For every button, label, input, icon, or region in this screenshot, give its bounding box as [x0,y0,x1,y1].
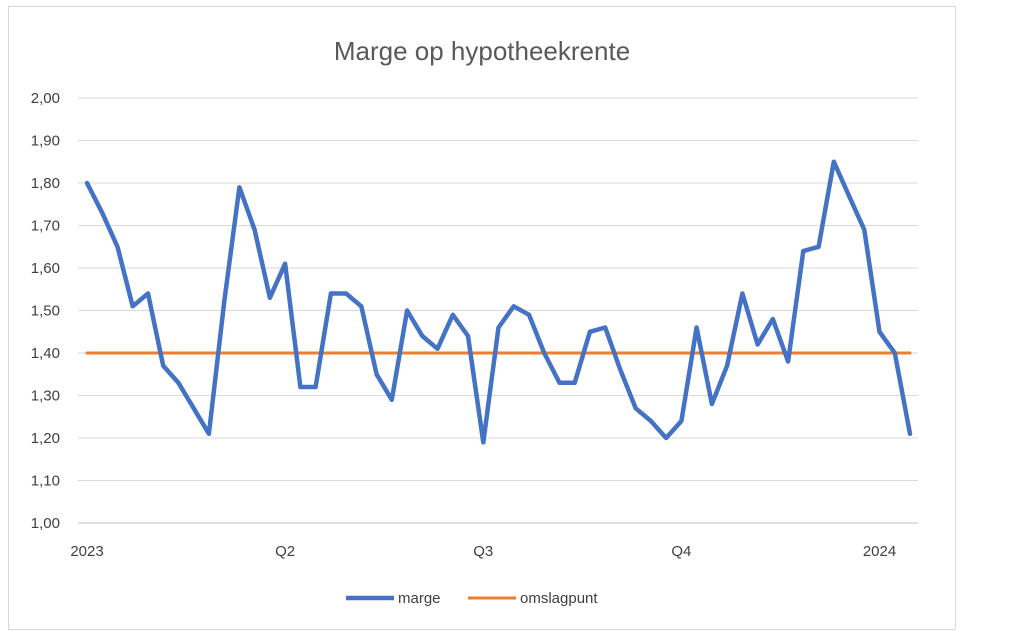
y-axis-ticks: 1,00 1,10 1,20 1,30 1,40 1,50 1,60 1,70 1,80 1,90… [31,90,60,532]
chart-title: Marge op hypotheekrente [334,36,630,66]
x-axis-ticks: 2023 Q2 Q3 Q4 2024 [70,543,896,560]
legend-item-omslagpunt: omslagpunt [468,590,598,607]
y-tick-label: 1,70 [31,218,60,235]
y-tick-label: 1,20 [31,430,60,447]
y-tick-label: 1,80 [31,175,60,192]
y-tick-label: 1,00 [31,515,60,532]
y-tick-label: 1,60 [31,260,60,277]
legend-item-marge: marge [346,590,441,607]
series-lines [84,159,913,445]
y-tick-label: 1,90 [31,133,60,150]
y-tick-label: 1,50 [31,303,60,320]
x-tick-label: Q2 [275,543,295,560]
legend: marge omslagpunt [346,590,598,607]
series-line-marge [84,159,913,445]
x-tick-label: Q3 [473,543,493,560]
chart-frame [8,6,956,630]
x-tick-label: 2024 [863,543,896,560]
gridlines [78,97,918,524]
y-tick-label: 2,00 [31,90,60,107]
y-tick-label: 1,30 [31,388,60,405]
legend-label: omslagpunt [520,590,598,607]
x-tick-label: Q4 [671,543,691,560]
y-tick-label: 1,40 [31,345,60,362]
x-tick-label: 2023 [70,543,103,560]
legend-label: marge [398,590,441,607]
y-tick-label: 1,10 [31,473,60,490]
